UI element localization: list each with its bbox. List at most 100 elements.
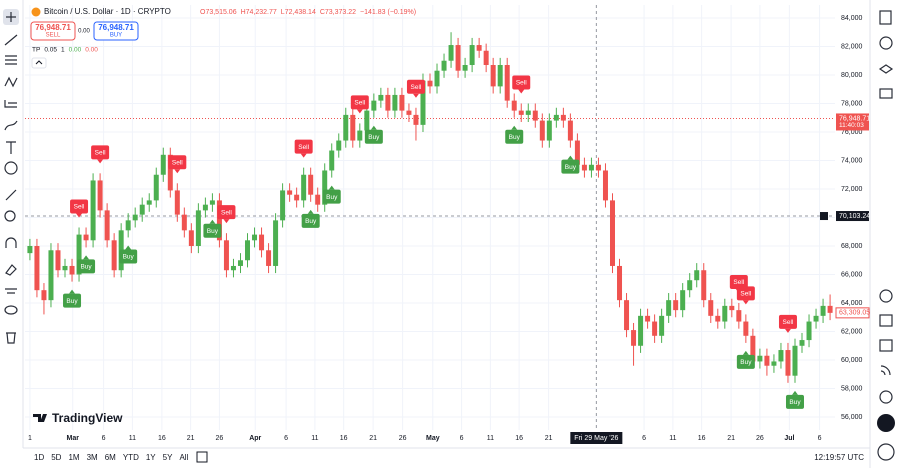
signal-badge[interactable]: Buy bbox=[63, 289, 82, 308]
signal-pointer bbox=[370, 125, 377, 130]
candle-body bbox=[322, 170, 328, 205]
signal-badge[interactable]: Buy bbox=[301, 209, 320, 228]
signal-badge[interactable]: Buy bbox=[364, 125, 383, 144]
stream-button[interactable] bbox=[880, 365, 891, 376]
signal-badge[interactable]: Sell bbox=[512, 75, 531, 94]
timeframe-button[interactable]: 1D bbox=[34, 453, 44, 462]
signal-badge[interactable]: Buy bbox=[785, 390, 804, 409]
timeframe-button[interactable]: 3M bbox=[87, 453, 98, 462]
signal-box bbox=[217, 205, 236, 220]
apps-button[interactable] bbox=[877, 414, 895, 432]
candle-body bbox=[97, 180, 103, 211]
magnet-tool[interactable] bbox=[5, 237, 17, 248]
emoji-tool[interactable] bbox=[4, 161, 18, 175]
notifications-button[interactable] bbox=[879, 390, 893, 404]
signal-badge[interactable]: Buy bbox=[736, 350, 755, 369]
indicator-value: TP bbox=[32, 47, 40, 54]
watchlist-button[interactable] bbox=[879, 10, 892, 25]
calendar-button[interactable] bbox=[879, 339, 893, 352]
candle-body bbox=[448, 45, 454, 61]
last-price-label: 63,309.05 bbox=[839, 310, 870, 317]
candle-body bbox=[160, 154, 166, 175]
signal-label: Sell bbox=[516, 80, 527, 87]
brand-name: TradingView bbox=[52, 411, 123, 425]
signal-label: Sell bbox=[740, 291, 751, 298]
price-line-time: 11:40:03 bbox=[839, 122, 864, 129]
x-tick-label: 21 bbox=[187, 435, 195, 442]
signal-badge[interactable]: Sell bbox=[70, 199, 89, 218]
candle-body bbox=[308, 174, 314, 195]
lock-tool[interactable] bbox=[5, 264, 17, 276]
candle-body bbox=[785, 350, 791, 376]
lock-all-tool[interactable] bbox=[5, 288, 17, 294]
signal-badge[interactable]: Sell bbox=[350, 95, 369, 114]
timeframe-button[interactable]: All bbox=[179, 453, 188, 462]
symbol-title[interactable]: Bitcoin / U.S. Dollar · 1D · CRYPTO bbox=[44, 7, 171, 16]
layers-button[interactable] bbox=[878, 64, 894, 74]
candle-body bbox=[146, 200, 152, 205]
signal-badge[interactable]: Sell bbox=[406, 79, 425, 98]
signal-badge[interactable]: Buy bbox=[322, 185, 341, 204]
signal-badge[interactable]: Sell bbox=[778, 314, 797, 333]
timeframe-button[interactable]: 6M bbox=[105, 453, 116, 462]
target-button[interactable] bbox=[879, 289, 893, 303]
date-range-button[interactable] bbox=[196, 451, 208, 463]
signal-box bbox=[350, 95, 369, 110]
visibility-tool[interactable] bbox=[4, 305, 18, 315]
candle-body bbox=[406, 110, 412, 115]
x-tick-label: 6 bbox=[642, 435, 646, 442]
y-tick-label: 68,000 bbox=[841, 243, 863, 250]
buy-button[interactable]: 76,948.71 BUY bbox=[93, 21, 139, 41]
timeframe-button[interactable]: 5Y bbox=[163, 453, 173, 462]
candle-body bbox=[778, 350, 784, 362]
candle-body bbox=[336, 140, 342, 151]
sell-button[interactable]: 76,948.71 SELL bbox=[30, 21, 76, 41]
timeframe-button[interactable]: YTD bbox=[123, 453, 139, 462]
measure-tool[interactable] bbox=[5, 189, 17, 201]
candle-body bbox=[652, 321, 658, 336]
timeframe-button[interactable]: 5D bbox=[51, 453, 61, 462]
delete-tool[interactable] bbox=[6, 332, 16, 344]
signal-box bbox=[736, 354, 755, 369]
chat-button[interactable] bbox=[879, 88, 893, 99]
x-tick-label: Jul bbox=[784, 435, 794, 442]
signal-badge[interactable]: Buy bbox=[203, 219, 222, 238]
pattern-tool[interactable] bbox=[4, 76, 18, 88]
signal-badge[interactable]: Sell bbox=[91, 145, 110, 164]
help-button[interactable] bbox=[877, 443, 895, 461]
timeframe-button[interactable]: 1M bbox=[68, 453, 79, 462]
zoom-tool[interactable] bbox=[4, 210, 16, 222]
signal-badge[interactable]: Sell bbox=[168, 155, 187, 174]
sell-label: SELL bbox=[46, 33, 61, 39]
trend-line-tool[interactable] bbox=[4, 34, 18, 46]
alerts-button[interactable] bbox=[879, 36, 893, 50]
signal-badge[interactable]: Buy bbox=[505, 125, 524, 144]
brush-tool[interactable] bbox=[4, 120, 18, 131]
crosshair-y-tag bbox=[836, 211, 869, 222]
signal-pointer bbox=[69, 289, 76, 294]
candle-body bbox=[357, 130, 363, 141]
crosshair-tool[interactable] bbox=[3, 9, 19, 25]
candle-body bbox=[237, 260, 243, 266]
signal-badge[interactable]: Buy bbox=[561, 155, 580, 174]
candle-body bbox=[806, 321, 812, 341]
signal-badge[interactable]: Sell bbox=[294, 139, 313, 158]
signal-badge[interactable]: Sell bbox=[736, 286, 755, 305]
signal-badge[interactable]: Buy bbox=[77, 255, 96, 274]
fib-tool[interactable] bbox=[5, 55, 17, 65]
calendar-button[interactable] bbox=[879, 314, 893, 327]
projection-tool[interactable] bbox=[4, 100, 17, 108]
signal-pointer bbox=[742, 350, 749, 355]
collapse-legend[interactable] bbox=[31, 57, 47, 69]
signal-box bbox=[778, 314, 797, 329]
signal-box bbox=[119, 249, 138, 264]
text-tool[interactable] bbox=[6, 141, 16, 154]
crosshair-x-label: Fri 29 May '26 bbox=[574, 435, 618, 442]
signal-badge[interactable]: Sell bbox=[217, 205, 236, 224]
timeframe-button[interactable]: 1Y bbox=[146, 453, 156, 462]
indicator-legend[interactable]: TP 0.05 1 0.00 0.00 bbox=[32, 47, 98, 54]
y-tick-label: 58,000 bbox=[841, 385, 863, 392]
candle-body bbox=[574, 140, 580, 165]
candle-body bbox=[76, 234, 82, 275]
signal-badge[interactable]: Buy bbox=[119, 245, 138, 264]
